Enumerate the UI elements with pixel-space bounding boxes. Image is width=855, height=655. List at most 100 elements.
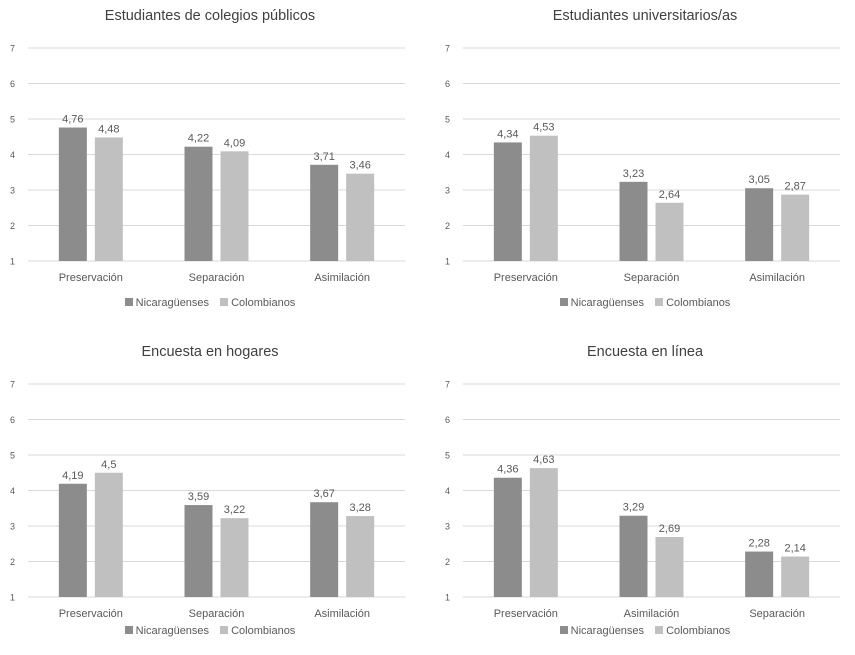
category-label: Asimilación — [624, 608, 680, 620]
chart-legend: Nicaragüenses Colombianos — [435, 625, 855, 637]
y-tick-label: 6 — [445, 415, 450, 425]
chart-en-linea: Encuesta en línea 1 2 3 4 5 6 7 4,36 4,63 Preserv… — [435, 336, 855, 655]
chart-title: Estudiantes de colegios públicos — [104, 8, 316, 24]
category-label: Preservación — [59, 272, 123, 284]
category-label: Separación — [749, 608, 805, 620]
bar-colombianos — [781, 194, 810, 261]
data-label: 3,23 — [623, 168, 644, 180]
y-tick-label: 4 — [445, 150, 450, 160]
y-tick-label: 4 — [445, 486, 450, 496]
data-label: 3,05 — [748, 174, 769, 186]
y-tick-label: 4 — [10, 486, 15, 496]
chart-plot: 1 2 3 4 5 6 7 4,19 4,5 Preservación 3,59 3,22 Separa… — [10, 380, 405, 620]
bar-colombianos — [529, 135, 558, 261]
bar-nicaraguenses — [745, 551, 774, 597]
chart-legend: Nicaragüenses Colombianos — [435, 297, 855, 309]
bar-nicaraguenses — [58, 483, 87, 597]
category-label: Separación — [189, 608, 245, 620]
data-label: 4,48 — [98, 123, 119, 135]
bar-nicaraguenses — [745, 188, 774, 261]
bar-colombianos — [781, 556, 810, 597]
y-tick-label: 3 — [445, 522, 450, 532]
data-label: 2,14 — [784, 543, 805, 555]
data-label: 3,22 — [224, 504, 245, 516]
chart-title: Encuesta en línea — [586, 344, 704, 360]
bar-colombianos — [94, 137, 123, 261]
data-label: 4,53 — [533, 122, 554, 134]
legend-label: Nicaragüenses — [135, 625, 210, 637]
y-tick-label: 6 — [10, 415, 15, 425]
legend-swatch — [655, 626, 664, 634]
data-label: 4,09 — [224, 137, 245, 149]
data-label: 3,59 — [188, 491, 209, 503]
data-label: 3,29 — [623, 502, 644, 514]
legend-item-nicaraguenses: Nicaragüenses — [559, 625, 645, 637]
data-label: 4,22 — [188, 133, 209, 145]
y-tick-label: 5 — [445, 115, 450, 125]
y-tick-label: 1 — [10, 257, 15, 267]
chart-legend: Nicaragüenses Colombianos — [0, 297, 420, 309]
y-tick-label: 1 — [10, 593, 15, 603]
bar-nicaraguenses — [310, 502, 339, 597]
y-tick-label: 2 — [445, 221, 450, 231]
legend-item-colombianos: Colombianos — [655, 297, 730, 309]
y-tick-label: 7 — [445, 380, 450, 390]
legend-swatch — [655, 298, 664, 306]
data-label: 4,63 — [533, 454, 554, 466]
category-label: Asimilación — [314, 272, 370, 284]
category-label: Preservación — [494, 272, 558, 284]
data-label: 3,71 — [313, 151, 334, 163]
y-tick-label: 3 — [10, 186, 15, 196]
legend-swatch — [559, 298, 568, 306]
bar-colombianos — [655, 537, 684, 597]
chart-legend: Nicaragüenses Colombianos — [0, 625, 420, 637]
legend-item-colombianos: Colombianos — [655, 625, 730, 637]
bar-nicaraguenses — [493, 142, 522, 261]
chart-hogares: Encuesta en hogares 1 2 3 4 5 6 7 4,19 4,5 Preser… — [0, 336, 420, 655]
bar-colombianos — [529, 468, 558, 597]
y-tick-label: 3 — [10, 522, 15, 532]
data-label: 4,34 — [497, 128, 518, 140]
bar-colombianos — [94, 472, 123, 597]
bar-nicaraguenses — [619, 515, 648, 597]
data-label: 3,67 — [313, 488, 334, 500]
y-tick-label: 6 — [445, 79, 450, 89]
data-label: 2,87 — [784, 181, 805, 193]
bar-colombianos — [220, 151, 249, 261]
y-tick-label: 5 — [445, 451, 450, 461]
legend-swatch — [559, 626, 568, 634]
y-tick-label: 5 — [10, 115, 15, 125]
y-tick-label: 2 — [10, 221, 15, 231]
bar-nicaraguenses — [184, 146, 213, 261]
y-tick-label: 3 — [445, 186, 450, 196]
legend-label: Colombianos — [231, 297, 296, 309]
legend-swatch — [124, 298, 133, 306]
legend-label: Colombianos — [231, 625, 296, 637]
data-label: 2,69 — [659, 523, 680, 535]
bar-colombianos — [655, 202, 684, 261]
legend-label: Nicaragüenses — [570, 625, 645, 637]
legend-swatch — [220, 298, 229, 306]
bar-colombianos — [220, 518, 249, 597]
y-tick-label: 1 — [445, 257, 450, 267]
legend-label: Nicaragüenses — [135, 297, 210, 309]
y-tick-label: 7 — [10, 44, 15, 54]
bar-colombianos — [346, 173, 375, 261]
legend-item-nicaraguenses: Nicaragüenses — [124, 625, 210, 637]
y-tick-label: 7 — [445, 44, 450, 54]
chart-plot: 1 2 3 4 5 6 7 4,34 4,53 Preservación 3,23 2,64 Separ… — [445, 44, 840, 284]
bar-nicaraguenses — [493, 477, 522, 597]
legend-item-colombianos: Colombianos — [220, 297, 295, 309]
legend-swatch — [124, 626, 133, 634]
y-tick-label: 6 — [10, 79, 15, 89]
bar-nicaraguenses — [58, 127, 87, 262]
legend-item-nicaraguenses: Nicaragüenses — [124, 297, 210, 309]
chart-title: Encuesta en hogares — [141, 344, 279, 360]
chart-title: Estudiantes universitarios/as — [552, 8, 738, 24]
category-label: Separación — [189, 272, 245, 284]
category-label: Preservación — [494, 608, 558, 620]
bar-nicaraguenses — [619, 181, 648, 261]
chart-universitarios: Estudiantes universitarios/as 1 2 3 4 5 6 7 4,3… — [435, 0, 855, 319]
data-label: 4,36 — [497, 464, 518, 476]
y-tick-label: 2 — [445, 557, 450, 567]
